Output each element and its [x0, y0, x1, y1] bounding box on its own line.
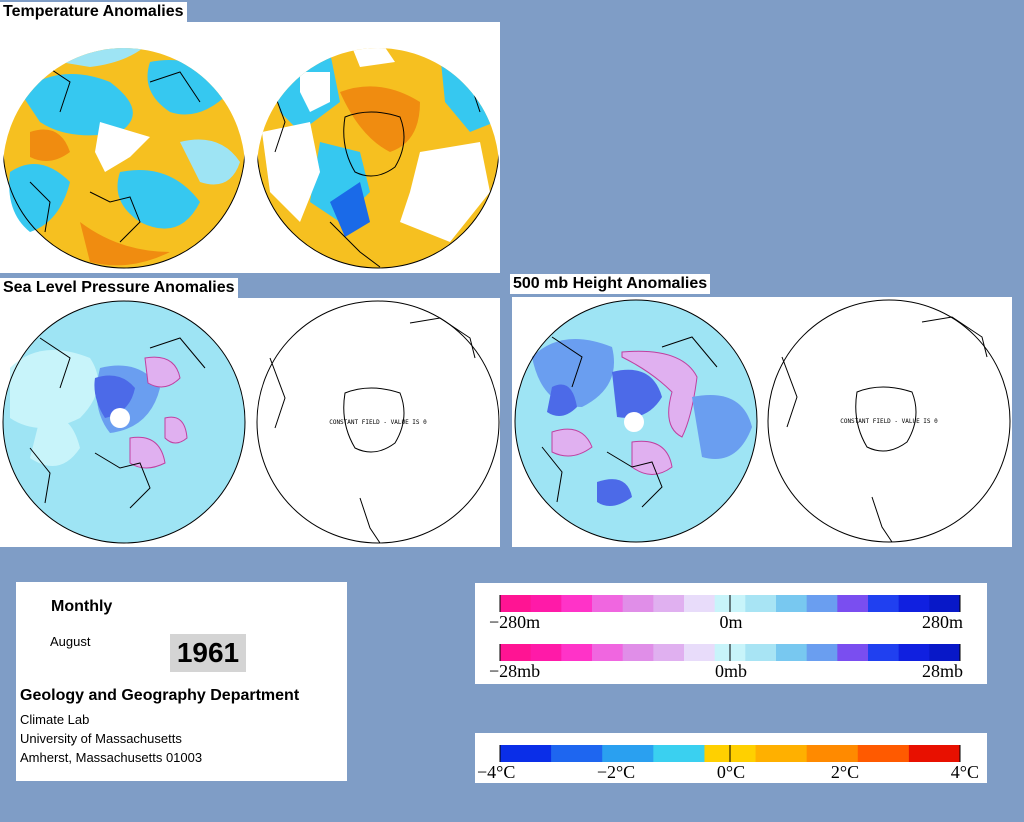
temperature-color-bar — [499, 745, 961, 762]
height-color-bar — [499, 595, 961, 612]
pressure-bar-swatch — [837, 644, 869, 661]
height-bar-swatch — [622, 595, 654, 612]
temperature-south-hemisphere-map — [257, 48, 499, 269]
temp-bar-swatch — [857, 745, 910, 762]
temp-label-zero: 0°C — [717, 762, 745, 782]
slp-constant-field-note: CONSTANT FIELD - VALUE IS 0 — [329, 419, 427, 426]
pressure-label-min: −28mb — [489, 661, 540, 681]
pressure-bar-swatch — [929, 644, 961, 661]
slp-south-hemisphere-map: CONSTANT FIELD - VALUE IS 0 — [256, 300, 500, 544]
height-bar-swatch — [745, 595, 777, 612]
temp-label-minus2: −2°C — [597, 762, 635, 782]
pressure-color-bar — [499, 644, 961, 661]
temp-bar-swatch — [653, 745, 705, 762]
address-label: Amherst, Massachusetts 01003 — [20, 750, 203, 765]
pressure-bar-swatch — [868, 644, 900, 661]
period-label: Monthly — [51, 598, 113, 615]
height-bar-swatch — [530, 595, 562, 612]
height-bar-swatch — [898, 595, 930, 612]
pressure-height-legend: −280m 0m 280m −28mb 0mb 28mb — [475, 583, 987, 684]
temp-bar-swatch — [500, 745, 552, 762]
department-label: Geology and Geography Department — [20, 687, 300, 704]
height-panel-title: 500 mb Height Anomalies — [510, 274, 711, 294]
pressure-bar-swatch — [745, 644, 777, 661]
temp-bar-swatch — [755, 745, 808, 762]
year-badge: 1961 — [170, 634, 246, 672]
height-panel: CONSTANT FIELD - VALUE IS 0 — [512, 297, 1012, 547]
slp-panel: CONSTANT FIELD - VALUE IS 0 — [0, 298, 500, 547]
pressure-bar-swatch — [561, 644, 593, 661]
height-bar-swatch — [806, 595, 838, 612]
pressure-label-zero: 0mb — [715, 661, 747, 681]
height-label-max: 280m — [922, 612, 963, 632]
lab-label: Climate Lab — [20, 712, 90, 727]
temperature-maps — [3, 48, 499, 269]
temp-bar-swatch — [806, 745, 859, 762]
slp-panel-title: Sea Level Pressure Anomalies — [0, 278, 238, 298]
pressure-bar-swatch — [500, 644, 532, 661]
pressure-bar-swatch — [622, 644, 654, 661]
temp-bar-swatch — [602, 745, 654, 762]
pressure-label-max: 28mb — [922, 661, 963, 681]
pressure-bar-swatch — [684, 644, 716, 661]
slp-north-hemisphere-map — [2, 300, 246, 544]
university-label: University of Massachusetts — [20, 731, 182, 746]
temp-bar-swatch — [908, 745, 961, 762]
height-bar-swatch — [837, 595, 869, 612]
height-bar-swatch — [776, 595, 808, 612]
info-box: Monthly August 1961 Geology and Geograph… — [16, 582, 347, 781]
pressure-bar-swatch — [653, 644, 685, 661]
height-bar-swatch — [561, 595, 593, 612]
month-label: August — [50, 634, 91, 649]
height-bar-swatch — [500, 595, 532, 612]
height-south-hemisphere-map: CONSTANT FIELD - VALUE IS 0 — [767, 299, 1011, 543]
temp-label-plus2: 2°C — [831, 762, 859, 782]
temp-bar-swatch — [551, 745, 603, 762]
temp-label-minus4: −4°C — [477, 762, 515, 782]
temperature-panel — [0, 22, 500, 273]
temp-label-plus4: 4°C — [951, 762, 979, 782]
slp-maps: CONSTANT FIELD - VALUE IS 0 — [2, 300, 500, 544]
height-bar-swatch — [929, 595, 961, 612]
pressure-bar-swatch — [806, 644, 838, 661]
pressure-bar-swatch — [776, 644, 808, 661]
height-north-hemisphere-map — [514, 299, 758, 543]
temperature-panel-title: Temperature Anomalies — [0, 2, 187, 22]
pressure-bar-swatch — [530, 644, 562, 661]
height-label-min: −280m — [489, 612, 540, 632]
temperature-north-hemisphere-map — [3, 48, 245, 269]
pressure-bar-swatch — [898, 644, 930, 661]
temperature-legend: −4°C −2°C 0°C 2°C 4°C — [475, 733, 987, 783]
height-maps: CONSTANT FIELD - VALUE IS 0 — [514, 299, 1011, 543]
height-bar-swatch — [653, 595, 685, 612]
height-bar-swatch — [592, 595, 624, 612]
height-bar-swatch — [684, 595, 716, 612]
height-constant-field-note: CONSTANT FIELD - VALUE IS 0 — [840, 418, 938, 425]
height-label-zero: 0m — [719, 612, 742, 632]
pressure-bar-swatch — [592, 644, 624, 661]
height-bar-swatch — [868, 595, 900, 612]
